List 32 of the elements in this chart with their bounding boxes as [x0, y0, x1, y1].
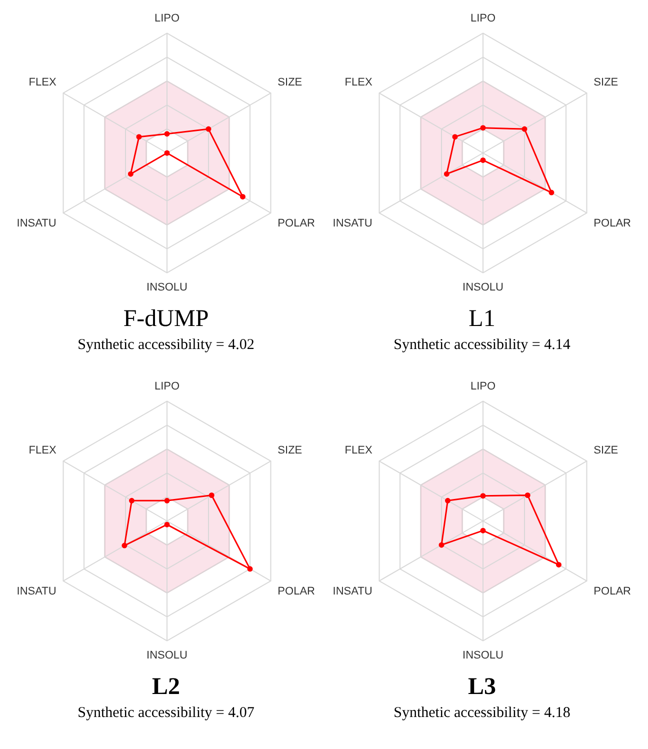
spoke-label: POLAR: [278, 218, 316, 230]
text: Synthetic accessibility = 4.02: [76, 336, 256, 355]
text: L1: [468, 305, 496, 334]
text: L2: [150, 673, 181, 702]
spoke-label: LIPO: [154, 380, 180, 393]
spoke-label: LIPO: [470, 380, 496, 393]
spoke-label: POLAR: [594, 218, 632, 230]
spoke-label: INSATU: [16, 218, 56, 230]
spoke-label: INSOLU: [462, 649, 504, 662]
text: L3: [466, 673, 497, 702]
spoke-label: SIZE: [278, 444, 302, 457]
spoke-label: INSOLU: [462, 281, 504, 294]
text: F-dUMP: [122, 305, 210, 334]
spoke-label: SIZE: [594, 76, 618, 89]
spoke-label: FLEX: [344, 444, 373, 457]
spoke-label: FLEX: [28, 76, 57, 89]
spoke-label: INSOLU: [146, 281, 188, 294]
spoke-label: FLEX: [28, 444, 57, 457]
spoke-label: POLAR: [594, 586, 632, 598]
spoke-label: INSATU: [332, 586, 372, 598]
spoke-label: INSATU: [16, 586, 56, 598]
spoke-label: LIPO: [154, 12, 180, 25]
spoke-label: INSOLU: [146, 649, 188, 662]
spoke-label: POLAR: [278, 586, 316, 598]
text: Synthetic accessibility = 4.18: [392, 704, 572, 723]
spoke-label: INSATU: [332, 218, 372, 230]
spoke-label: SIZE: [278, 76, 302, 89]
spoke-label: SIZE: [594, 444, 618, 457]
text: Synthetic accessibility = 4.14: [392, 336, 572, 355]
spoke-label: LIPO: [470, 12, 496, 25]
spoke-label: FLEX: [344, 76, 373, 89]
text: Synthetic accessibility = 4.07: [76, 704, 256, 723]
